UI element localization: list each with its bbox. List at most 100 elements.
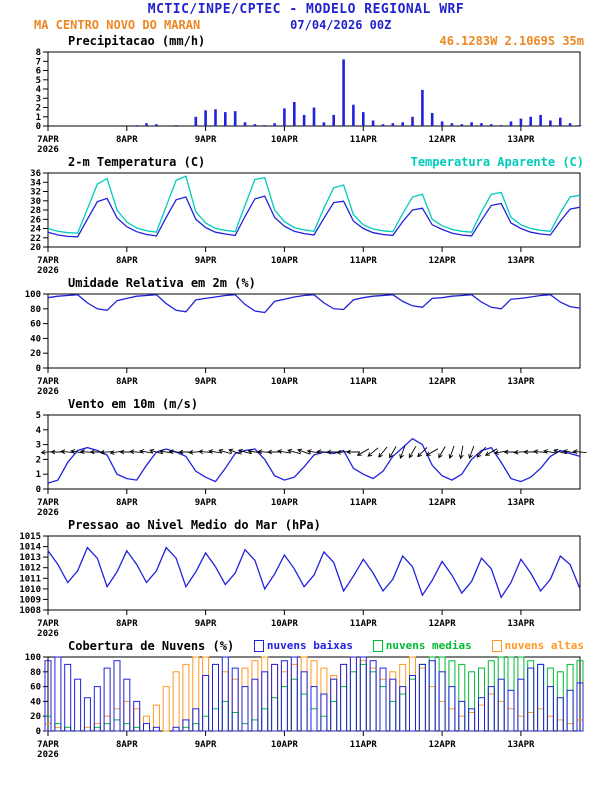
panel-title-pressure: Pressao ao Nivel Medio do Mar (hPa) <box>68 517 321 532</box>
svg-text:11APR: 11APR <box>350 377 378 387</box>
svg-text:9APR: 9APR <box>195 377 217 387</box>
svg-text:80: 80 <box>30 305 41 315</box>
mid-clouds-box-icon <box>372 639 383 652</box>
svg-text:9APR: 9APR <box>195 498 217 508</box>
svg-text:20: 20 <box>30 349 41 359</box>
svg-text:12APR: 12APR <box>429 619 457 629</box>
panel-title-precipitation: Precipitacao (mm/h) <box>68 33 206 48</box>
svg-text:8APR: 8APR <box>116 498 138 508</box>
svg-text:8APR: 8APR <box>116 256 138 266</box>
svg-text:10APR: 10APR <box>271 135 299 145</box>
svg-text:11APR: 11APR <box>350 135 378 145</box>
svg-text:7APR: 7APR <box>37 498 59 508</box>
svg-text:0: 0 <box>36 485 41 495</box>
svg-text:0: 0 <box>36 364 41 374</box>
panel-pressure: Pressao ao Nivel Medio do Mar (hPa) 1008… <box>0 517 612 638</box>
svg-text:6: 6 <box>36 67 41 77</box>
svg-text:12APR: 12APR <box>429 740 457 750</box>
svg-text:1013: 1013 <box>19 553 41 563</box>
svg-text:7APR: 7APR <box>37 740 59 750</box>
model-title: MCTIC/INPE/CPTEC - MODELO REGIONAL WRF <box>147 2 465 17</box>
svg-text:10APR: 10APR <box>271 377 299 387</box>
svg-text:2026: 2026 <box>37 387 59 396</box>
svg-text:7APR: 7APR <box>37 377 59 387</box>
svg-text:40: 40 <box>30 334 41 344</box>
run-datetime: 07/04/2026 00Z <box>290 18 392 32</box>
svg-text:2026: 2026 <box>37 145 59 154</box>
svg-text:2026: 2026 <box>37 750 59 759</box>
svg-text:7APR: 7APR <box>37 619 59 629</box>
svg-text:2026: 2026 <box>37 629 59 638</box>
svg-text:80: 80 <box>30 668 41 678</box>
svg-text:9APR: 9APR <box>195 619 217 629</box>
svg-text:8APR: 8APR <box>116 135 138 145</box>
svg-text:28: 28 <box>30 206 41 216</box>
svg-text:1011: 1011 <box>19 574 41 584</box>
svg-text:1: 1 <box>36 470 41 480</box>
svg-text:7APR: 7APR <box>37 256 59 266</box>
svg-text:3: 3 <box>36 94 41 104</box>
svg-text:1015: 1015 <box>19 532 41 542</box>
panel-wind: Vento em 10m (m/s) 0 1 2 3 4 5 7APR 2026 8APR 9AP… <box>0 396 612 517</box>
svg-text:1009: 1009 <box>19 595 41 605</box>
svg-text:13APR: 13APR <box>507 256 535 266</box>
low-clouds-box-icon <box>253 639 264 652</box>
panel-title-temperature: 2-m Temperatura (C) <box>68 154 206 169</box>
legend-mid-clouds: nuvens medias <box>372 639 472 652</box>
station-coordinates: 46.1283W 2.1069S 35m <box>439 33 585 48</box>
svg-text:12APR: 12APR <box>429 256 457 266</box>
svg-text:32: 32 <box>30 188 41 198</box>
header-subline: MA CENTRO NOVO DO MARAN 07/04/2026 00Z <box>0 18 612 33</box>
svg-text:60: 60 <box>30 683 41 693</box>
svg-text:26: 26 <box>30 215 41 225</box>
apparent-temperature-label: Temperatura Aparente (C) <box>410 154 584 169</box>
panel-cloud-cover: Cobertura de Nuvens (%) nuvens baixas nu… <box>0 638 612 760</box>
svg-text:30: 30 <box>30 197 41 207</box>
svg-text:40: 40 <box>30 697 41 707</box>
svg-text:9APR: 9APR <box>195 256 217 266</box>
svg-text:10APR: 10APR <box>271 740 299 750</box>
svg-text:20: 20 <box>30 243 41 253</box>
meteogram-page: MCTIC/INPE/CPTEC - MODELO REGIONAL WRF M… <box>0 2 612 760</box>
svg-text:4: 4 <box>36 426 42 436</box>
svg-text:60: 60 <box>30 320 41 330</box>
panel-humidity: Umidade Relativa em 2m (%) 0 20 40 60 80 100 7… <box>0 275 612 396</box>
svg-text:13APR: 13APR <box>507 619 535 629</box>
svg-text:9APR: 9APR <box>195 135 217 145</box>
svg-text:36: 36 <box>30 169 41 179</box>
svg-text:13APR: 13APR <box>507 740 535 750</box>
svg-text:10APR: 10APR <box>271 619 299 629</box>
legend-low-clouds: nuvens baixas <box>253 639 353 652</box>
svg-text:11APR: 11APR <box>350 740 378 750</box>
svg-text:100: 100 <box>25 653 41 663</box>
svg-text:13APR: 13APR <box>507 377 535 387</box>
panel-precipitation: Precipitacao (mm/h) 46.1283W 2.1069S 35m… <box>0 33 612 155</box>
svg-text:0: 0 <box>36 122 41 132</box>
svg-text:13APR: 13APR <box>507 498 535 508</box>
station-name: MA CENTRO NOVO DO MARAN <box>34 18 201 32</box>
svg-text:1: 1 <box>36 113 41 123</box>
panel-title-wind: Vento em 10m (m/s) <box>68 396 199 411</box>
svg-text:8APR: 8APR <box>116 740 138 750</box>
svg-text:1010: 1010 <box>19 585 41 595</box>
svg-text:11APR: 11APR <box>350 256 378 266</box>
svg-text:1008: 1008 <box>19 606 41 616</box>
svg-text:1012: 1012 <box>19 564 41 574</box>
panel-temperature: 2-m Temperatura (C) Temperatura Aparente… <box>0 154 612 276</box>
svg-text:2026: 2026 <box>37 266 59 275</box>
high-clouds-box-icon <box>491 639 502 652</box>
svg-text:0: 0 <box>36 727 41 737</box>
svg-text:11APR: 11APR <box>350 619 378 629</box>
svg-text:2026: 2026 <box>37 508 59 517</box>
svg-text:12APR: 12APR <box>429 377 457 387</box>
svg-text:22: 22 <box>30 234 41 244</box>
svg-text:12APR: 12APR <box>429 498 457 508</box>
svg-text:5: 5 <box>36 76 41 86</box>
svg-text:5: 5 <box>36 411 41 421</box>
